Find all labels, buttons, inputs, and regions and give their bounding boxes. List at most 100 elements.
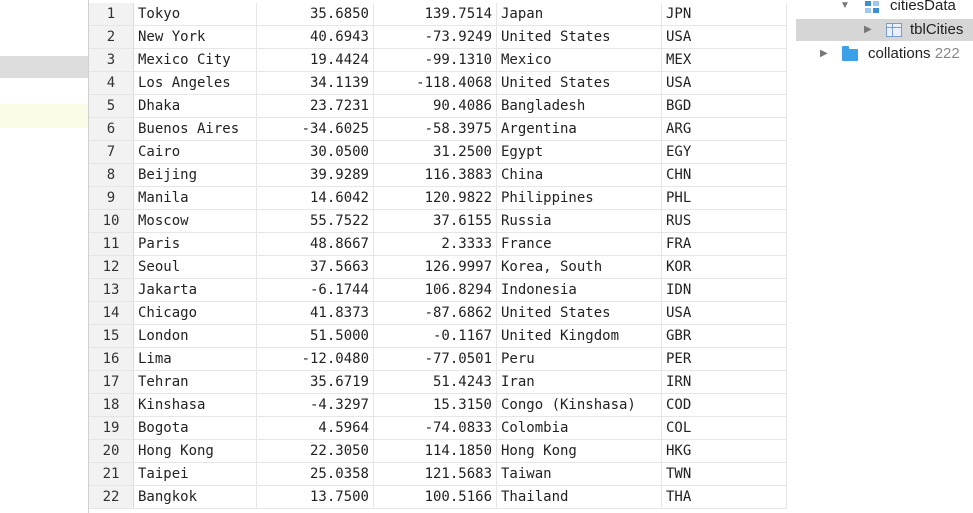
row-number[interactable]: 21 (89, 462, 134, 486)
cell-iso3[interactable]: COD (661, 393, 787, 417)
cell-city[interactable]: Mexico City (133, 48, 257, 72)
cell-city[interactable]: Lima (133, 347, 257, 371)
row-number[interactable]: 9 (89, 186, 134, 210)
cell-iso3[interactable]: RUS (661, 209, 787, 233)
cell-city[interactable]: Moscow (133, 209, 257, 233)
cell-lng[interactable]: 114.1850 (373, 439, 497, 463)
cell-country[interactable]: Argentina (496, 117, 662, 141)
cell-lng[interactable]: -87.6862 (373, 301, 497, 325)
cell-city[interactable]: Kinshasa (133, 393, 257, 417)
cell-iso3[interactable]: GBR (661, 324, 787, 348)
table-row[interactable]: 10 Moscow 55.7522 37.6155 Russia RUS (89, 209, 787, 233)
row-number[interactable]: 14 (89, 301, 134, 325)
cell-city[interactable]: New York (133, 25, 257, 49)
row-number[interactable]: 6 (89, 117, 134, 141)
cell-country[interactable]: Bangladesh (496, 94, 662, 118)
cell-lng[interactable]: 120.9822 (373, 186, 497, 210)
cell-lat[interactable]: 40.6943 (256, 25, 374, 49)
row-number[interactable]: 2 (89, 25, 134, 49)
cell-lng[interactable]: -74.0833 (373, 416, 497, 440)
row-number[interactable]: 3 (89, 48, 134, 72)
cell-country[interactable]: Mexico (496, 48, 662, 72)
cell-iso3[interactable]: IDN (661, 278, 787, 302)
table-row[interactable]: 3 Mexico City 19.4424 -99.1310 Mexico MEX (89, 48, 787, 72)
row-number[interactable]: 4 (89, 71, 134, 95)
cell-lng[interactable]: -58.3975 (373, 117, 497, 141)
table-row[interactable]: 20 Hong Kong 22.3050 114.1850 Hong Kong HKG (89, 439, 787, 463)
cell-lng[interactable]: 2.3333 (373, 232, 497, 256)
cell-iso3[interactable]: BGD (661, 94, 787, 118)
cell-city[interactable]: Taipei (133, 462, 257, 486)
cell-lat[interactable]: 51.5000 (256, 324, 374, 348)
table-row[interactable]: 14 Chicago 41.8373 -87.6862 United States USA (89, 301, 787, 325)
row-number[interactable]: 18 (89, 393, 134, 417)
cell-lng[interactable]: -118.4068 (373, 71, 497, 95)
row-number[interactable]: 17 (89, 370, 134, 394)
cell-lat[interactable]: 22.3050 (256, 439, 374, 463)
cell-lat[interactable]: 35.6719 (256, 370, 374, 394)
table-row[interactable]: 6 Buenos Aires -34.6025 -58.3975 Argentina AR… (89, 117, 787, 141)
row-number[interactable]: 12 (89, 255, 134, 279)
table-row[interactable]: 4 Los Angeles 34.1139 -118.4068 United State… (89, 71, 787, 95)
cell-lat[interactable]: 14.6042 (256, 186, 374, 210)
cell-lat[interactable]: 39.9289 (256, 163, 374, 187)
cell-lat[interactable]: 34.1139 (256, 71, 374, 95)
cell-lng[interactable]: 100.5166 (373, 485, 497, 509)
tree-item-collations[interactable]: ▶ collations 222 (796, 43, 973, 65)
cell-country[interactable]: United States (496, 25, 662, 49)
cell-iso3[interactable]: MEX (661, 48, 787, 72)
row-number[interactable]: 13 (89, 278, 134, 302)
cell-iso3[interactable]: TWN (661, 462, 787, 486)
table-row[interactable]: 2 New York 40.6943 -73.9249 United States USA (89, 25, 787, 49)
cell-city[interactable]: Buenos Aires (133, 117, 257, 141)
cell-lng[interactable]: 121.5683 (373, 462, 497, 486)
table-row[interactable]: 15 London 51.5000 -0.1167 United Kingdom GBR (89, 324, 787, 348)
tree-item-database[interactable]: ▼ citiesData (796, 0, 973, 17)
row-number[interactable]: 1 (89, 3, 134, 26)
cell-lat[interactable]: 41.8373 (256, 301, 374, 325)
cell-country[interactable]: Philippines (496, 186, 662, 210)
cell-iso3[interactable]: COL (661, 416, 787, 440)
table-row[interactable]: 17 Tehran 35.6719 51.4243 Iran IRN (89, 370, 787, 394)
cell-city[interactable]: Bogota (133, 416, 257, 440)
cell-iso3[interactable]: USA (661, 301, 787, 325)
row-number[interactable]: 16 (89, 347, 134, 371)
cell-city[interactable]: Paris (133, 232, 257, 256)
row-number[interactable]: 15 (89, 324, 134, 348)
cell-iso3[interactable]: EGY (661, 140, 787, 164)
cell-country[interactable]: Egypt (496, 140, 662, 164)
row-number[interactable]: 5 (89, 94, 134, 118)
cell-lat[interactable]: 30.0500 (256, 140, 374, 164)
cell-city[interactable]: Manila (133, 186, 257, 210)
cell-lat[interactable]: 37.5663 (256, 255, 374, 279)
cell-lat[interactable]: 13.7500 (256, 485, 374, 509)
cell-lat[interactable]: -4.3297 (256, 393, 374, 417)
cell-city[interactable]: Bangkok (133, 485, 257, 509)
triangle-right-icon[interactable]: ▶ (820, 48, 828, 59)
cell-city[interactable]: Tehran (133, 370, 257, 394)
cell-country[interactable]: Japan (496, 3, 662, 26)
cell-city[interactable]: Dhaka (133, 94, 257, 118)
table-row[interactable]: 9 Manila 14.6042 120.9822 Philippines PHL (89, 186, 787, 210)
cell-lat[interactable]: 19.4424 (256, 48, 374, 72)
cell-city[interactable]: Hong Kong (133, 439, 257, 463)
table-row[interactable]: 18 Kinshasa -4.3297 15.3150 Congo (Kinshasa)… (89, 393, 787, 417)
tree-item-table-selected[interactable]: ▶ tblCities (796, 19, 973, 41)
cell-lng[interactable]: 139.7514 (373, 3, 497, 26)
table-row[interactable]: 5 Dhaka 23.7231 90.4086 Bangladesh BGD (89, 94, 787, 118)
table-row[interactable]: 12 Seoul 37.5663 126.9997 Korea, South KOR (89, 255, 787, 279)
cell-lng[interactable]: 90.4086 (373, 94, 497, 118)
cell-iso3[interactable]: JPN (661, 3, 787, 26)
cell-country[interactable]: Taiwan (496, 462, 662, 486)
cell-lat[interactable]: 25.0358 (256, 462, 374, 486)
table-row[interactable]: 22 Bangkok 13.7500 100.5166 Thailand THA (89, 485, 787, 509)
table-row[interactable]: 11 Paris 48.8667 2.3333 France FRA (89, 232, 787, 256)
cell-lng[interactable]: -0.1167 (373, 324, 497, 348)
cell-country[interactable]: Congo (Kinshasa) (496, 393, 662, 417)
cell-country[interactable]: Iran (496, 370, 662, 394)
cell-country[interactable]: United States (496, 301, 662, 325)
cell-lng[interactable]: 37.6155 (373, 209, 497, 233)
row-number[interactable]: 11 (89, 232, 134, 256)
cell-iso3[interactable]: KOR (661, 255, 787, 279)
cell-city[interactable]: Chicago (133, 301, 257, 325)
